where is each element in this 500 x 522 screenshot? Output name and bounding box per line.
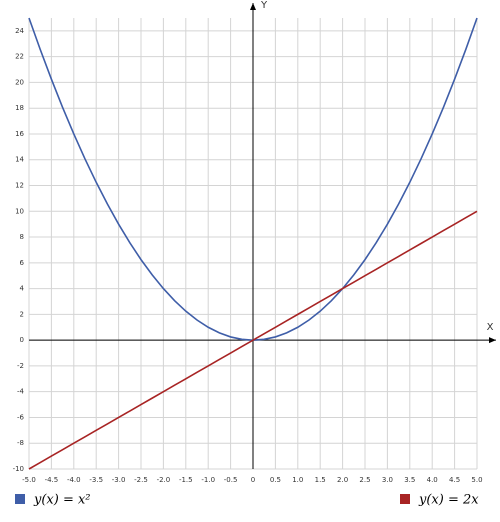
x-tick-label: -2.5: [134, 476, 148, 484]
y-tick-label: 2: [20, 310, 24, 318]
x-tick-label: 1.0: [292, 476, 303, 484]
x-tick-label: -4.0: [67, 476, 81, 484]
y-tick-label: 6: [20, 259, 25, 267]
y-tick-label: 4: [20, 285, 25, 293]
y-tick-label: -6: [17, 413, 25, 421]
y-axis-arrow: [250, 3, 256, 10]
x-tick-label: -0.5: [224, 476, 238, 484]
x-tick-label: 4.0: [427, 476, 438, 484]
legend-swatch: [400, 494, 410, 504]
x-tick-label: 3.0: [382, 476, 393, 484]
y-tick-label: 10: [15, 207, 24, 215]
x-tick-label: -1.0: [201, 476, 215, 484]
x-axis-arrow: [489, 337, 496, 344]
x-tick-label: -2.0: [157, 476, 171, 484]
y-tick-label: 20: [15, 78, 24, 86]
x-tick-label: 0.5: [270, 476, 281, 484]
y-tick-label: 12: [15, 182, 24, 190]
x-tick-label: -5.0: [22, 476, 36, 484]
x-tick-label: 1.5: [315, 476, 326, 484]
legend-label: y(x) = x²: [33, 493, 91, 508]
x-tick-label: -4.5: [45, 476, 59, 484]
legend-swatch: [15, 494, 25, 504]
x-tick-label: 2.0: [337, 476, 348, 484]
x-tick-label: 3.5: [404, 476, 415, 484]
x-axis-label: X: [487, 322, 494, 333]
x-tick-label: 0: [251, 476, 255, 484]
y-tick-label: 16: [15, 130, 24, 138]
y-tick-label: -4: [17, 388, 25, 396]
x-tick-label: -3.5: [89, 476, 103, 484]
y-tick-label: 18: [15, 104, 24, 112]
x-tick-label: 5.0: [471, 476, 482, 484]
x-tick-label: -3.0: [112, 476, 126, 484]
y-tick-label: -2: [17, 362, 24, 370]
series-line: [28, 210, 478, 470]
y-axis-label: Y: [260, 0, 268, 11]
y-tick-label: 8: [20, 233, 24, 241]
legend-label: y(x) = 2x: [418, 493, 479, 508]
y-tick-label: -8: [17, 439, 24, 447]
y-tick-label: -10: [13, 465, 24, 473]
y-tick-label: 22: [15, 53, 24, 61]
x-tick-label: -1.5: [179, 476, 193, 484]
y-tick-label: 14: [15, 156, 24, 164]
x-tick-label: 4.5: [449, 476, 460, 484]
y-tick-label: 0: [20, 336, 24, 344]
y-tick-label: 24: [15, 27, 24, 35]
x-tick-label: 2.5: [359, 476, 370, 484]
